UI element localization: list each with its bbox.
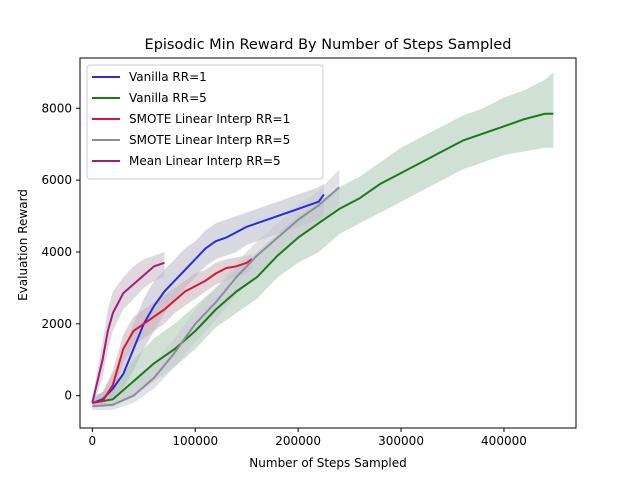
legend-label-5: Mean Linear Interp RR=5	[129, 154, 281, 168]
chart-title: Episodic Min Reward By Number of Steps S…	[145, 37, 512, 53]
series-band-5	[92, 252, 165, 407]
x-tick-label: 0	[89, 434, 97, 448]
y-axis-title: Evaluation Reward	[16, 189, 30, 301]
y-axis: 0 2000 4000 6000 8000	[41, 101, 80, 403]
series-line-5	[91, 261, 165, 404]
legend-label-1: Vanilla RR=1	[129, 70, 207, 84]
x-tick-label: 200000	[275, 434, 321, 448]
legend-label-4: SMOTE Linear Interp RR=5	[129, 133, 290, 147]
legend: Vanilla RR=1 Vanilla RR=5 SMOTE Linear Int…	[86, 64, 324, 180]
x-tick-label: 100000	[172, 434, 218, 448]
series-line-3	[92, 258, 253, 404]
series-line-4	[92, 186, 340, 408]
y-tick-label: 0	[64, 389, 72, 403]
series-line-1	[91, 193, 325, 404]
x-tick-label: 300000	[378, 434, 424, 448]
legend-box	[86, 64, 324, 180]
y-tick-label: 6000	[41, 173, 72, 187]
series-band-4	[92, 169, 340, 410]
legend-label-2: Vanilla RR=5	[129, 91, 207, 105]
series-line-2	[92, 112, 554, 404]
legend-label-3: SMOTE Linear Interp RR=1	[129, 112, 290, 126]
plot-frame	[79, 57, 577, 429]
y-tick-label: 8000	[41, 101, 72, 115]
plot-area	[91, 72, 554, 410]
y-tick-label: 2000	[41, 317, 72, 331]
x-axis-title: Number of Steps Sampled	[249, 456, 406, 470]
x-tick-label: 400000	[481, 434, 527, 448]
x-axis: 0 100000 200000 300000 400000	[89, 428, 527, 448]
y-tick-label: 4000	[41, 245, 72, 259]
